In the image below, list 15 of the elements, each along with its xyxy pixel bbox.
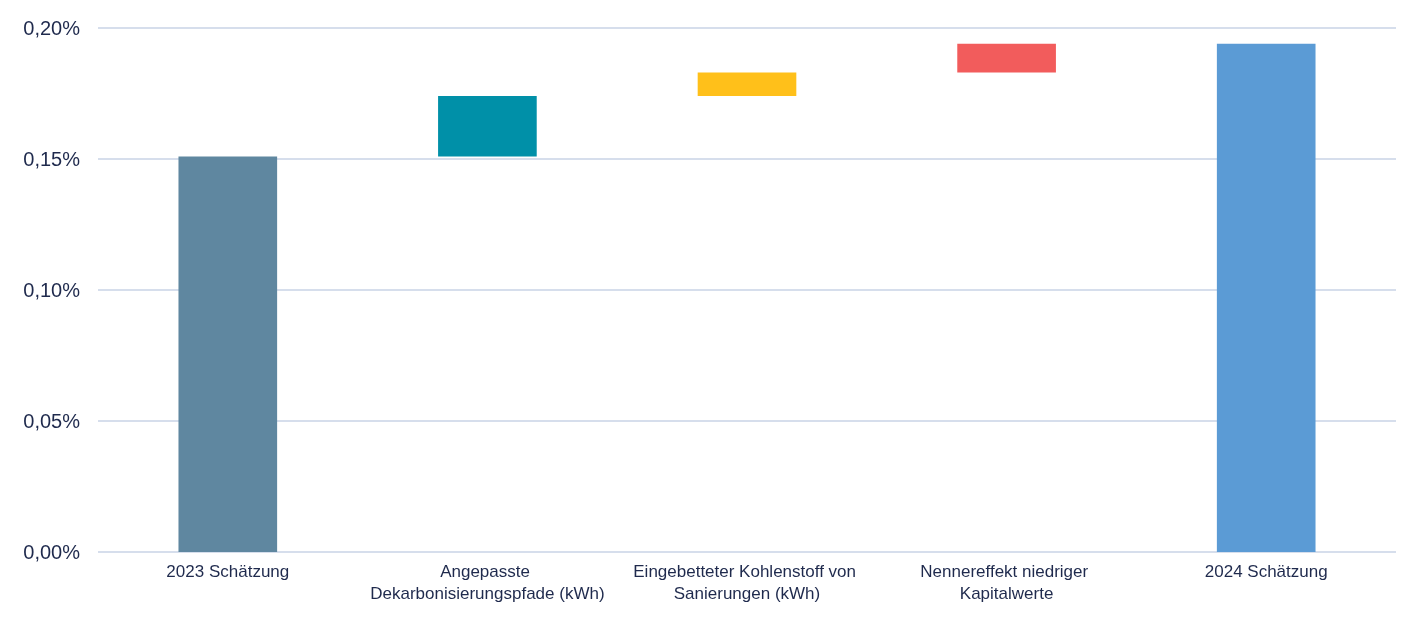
bar	[438, 96, 537, 157]
x-tick-label: Angepasste Dekarbonisierungspfade (kWh)	[370, 561, 605, 603]
bar	[178, 156, 278, 552]
y-tick-label: 0,15%	[23, 148, 81, 170]
x-tick-label: Eingebetteter Kohlenstoff von Sanierungen (kWh)	[633, 561, 861, 603]
y-tick-label: 0,05%	[23, 410, 81, 432]
y-tick-label: 0,00%	[23, 541, 81, 563]
y-tick-label: 0,10%	[23, 279, 81, 301]
x-tick-label: 2023 Schätzung	[166, 561, 290, 581]
bar	[1216, 43, 1316, 552]
y-tick-label: 0,20%	[23, 17, 81, 39]
bar	[957, 43, 1056, 73]
x-tick-label: Nennereffekt niedriger Kapitalwerte	[920, 561, 1093, 603]
bar	[697, 72, 797, 97]
x-tick-label: 2024 Schätzung	[1204, 561, 1328, 581]
